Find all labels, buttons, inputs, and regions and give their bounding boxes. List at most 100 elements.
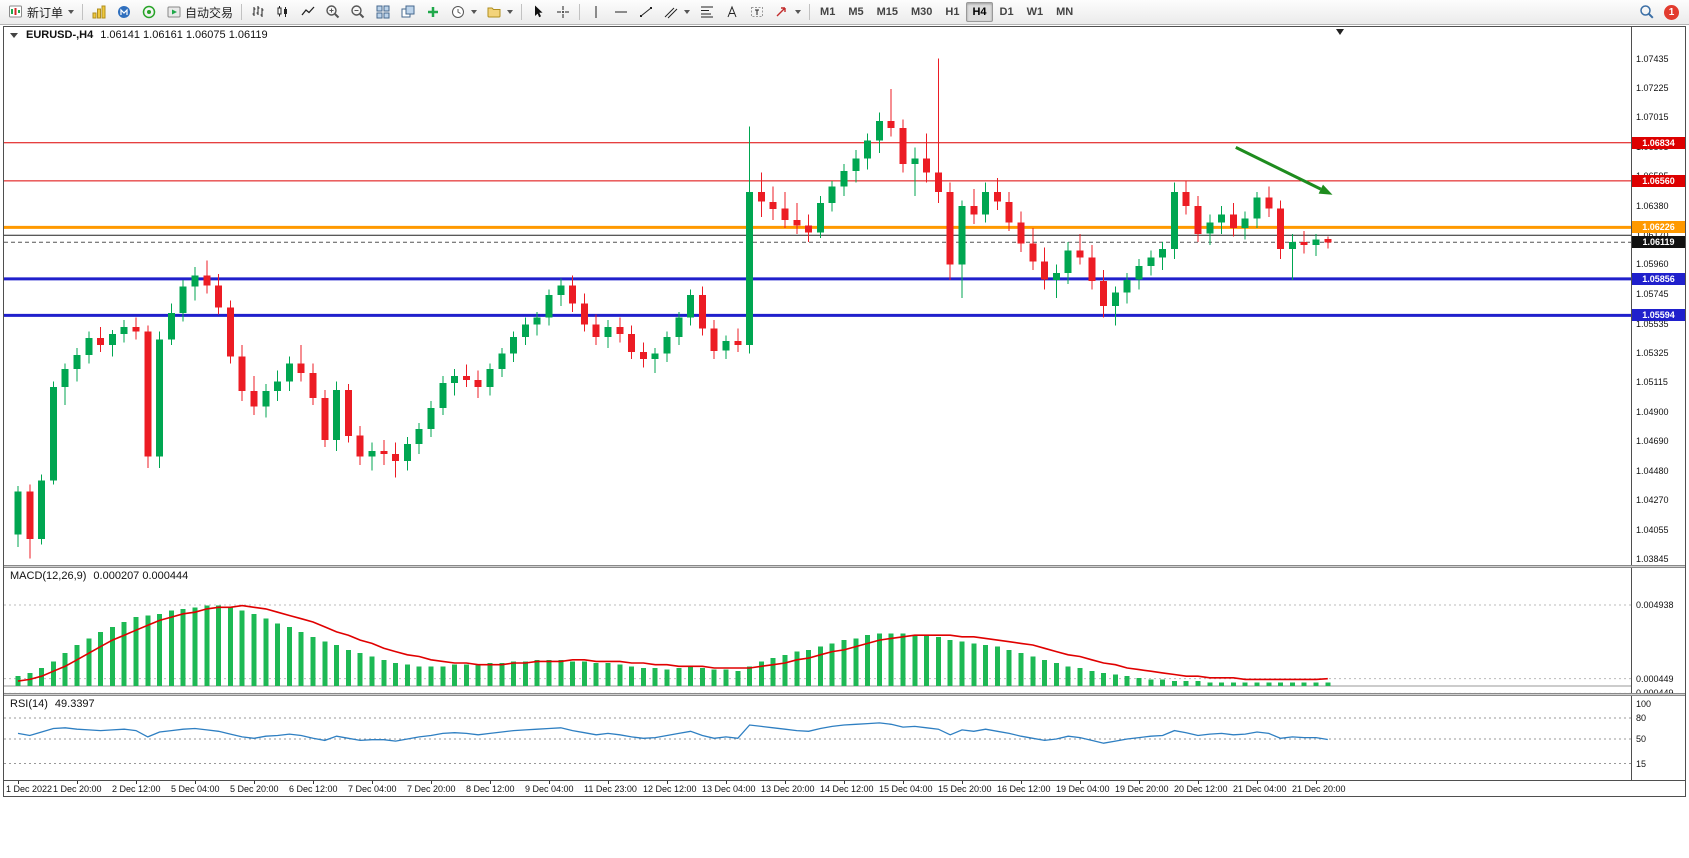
rsi-name-label: RSI(14) bbox=[10, 698, 48, 710]
chart-title: EURUSD-,H4 1.06141 1.06161 1.06075 1.0611… bbox=[10, 29, 268, 41]
price-axis-label: 1.04480 bbox=[1636, 466, 1669, 476]
timeframe-h4[interactable]: H4 bbox=[966, 2, 993, 22]
time-axis-label: 19 Dec 04:00 bbox=[1056, 784, 1110, 794]
cursor-button[interactable] bbox=[526, 1, 550, 23]
periods-button[interactable] bbox=[446, 1, 481, 23]
zoom-out-button[interactable] bbox=[346, 1, 370, 23]
label-button[interactable] bbox=[745, 1, 769, 23]
line-chart-button[interactable] bbox=[296, 1, 320, 23]
time-tick bbox=[1316, 781, 1317, 784]
new-order-button[interactable]: 新订单 bbox=[4, 1, 78, 23]
price-level-badge: 1.06834 bbox=[1632, 137, 1685, 149]
time-tick bbox=[667, 781, 668, 784]
chevron-down-icon bbox=[68, 10, 75, 14]
label-icon bbox=[751, 7, 764, 17]
zoom-out-icon bbox=[351, 5, 365, 19]
macd-indicator-pane[interactable]: MACD(12,26,9) 0.000207 0.000444 bbox=[4, 568, 1631, 693]
text-button[interactable] bbox=[720, 1, 744, 23]
candlestick-chart bbox=[4, 58, 1631, 559]
autotrading-button[interactable]: 自动交易 bbox=[162, 1, 237, 23]
indicators-button[interactable] bbox=[421, 1, 445, 23]
time-tick bbox=[372, 781, 373, 784]
charts-button[interactable] bbox=[87, 1, 111, 23]
toolbar-right-group: 1 bbox=[1635, 1, 1685, 23]
rsi-value-label: 49.3397 bbox=[54, 698, 95, 710]
cascade-windows-icon bbox=[401, 5, 415, 18]
timeframe-mn[interactable]: MN bbox=[1056, 6, 1074, 18]
price-axis-label: 1.07015 bbox=[1636, 112, 1669, 122]
main-chart-pane[interactable]: EURUSD-,H4 1.06141 1.06161 1.06075 1.0611… bbox=[4, 27, 1631, 565]
time-axis-label: 15 Dec 20:00 bbox=[938, 784, 992, 794]
chart-window: EURUSD-,H4 1.06141 1.06161 1.06075 1.0611… bbox=[3, 26, 1686, 797]
trendline-button[interactable] bbox=[634, 1, 658, 23]
search-button[interactable] bbox=[1635, 1, 1659, 23]
time-axis[interactable]: 1 Dec 2022 1 Dec 20:00 2 Dec 12:00 5 Dec 04… bbox=[4, 780, 1685, 796]
arrows-icon bbox=[776, 7, 786, 17]
price-axis-label: 1.05535 bbox=[1636, 319, 1669, 329]
timeframe-w1[interactable]: W1 bbox=[1026, 6, 1044, 18]
price-level-badge: 1.06226 bbox=[1632, 221, 1685, 233]
time-axis-label: 1 Dec 20:00 bbox=[53, 784, 102, 794]
price-axis-label: 1.06170 bbox=[1636, 230, 1669, 240]
price-axis[interactable]: 1.074351.072251.070151.068051.065951.063… bbox=[1631, 27, 1685, 780]
one-click-trading-caret-icon[interactable] bbox=[10, 32, 18, 38]
horizontal-line-button[interactable] bbox=[609, 1, 633, 23]
tile-windows-button[interactable] bbox=[371, 1, 395, 23]
time-axis-label: 7 Dec 20:00 bbox=[407, 784, 456, 794]
arrows-button[interactable] bbox=[770, 1, 805, 23]
mql5-button[interactable] bbox=[112, 1, 136, 23]
time-axis-label: 2 Dec 12:00 bbox=[112, 784, 161, 794]
pane-splitter[interactable] bbox=[4, 693, 1685, 696]
fibonacci-button[interactable] bbox=[695, 1, 719, 23]
time-tick bbox=[962, 781, 963, 784]
timeframe-d1[interactable]: D1 bbox=[999, 6, 1014, 18]
rsi-title: RSI(14) 49.3397 bbox=[10, 698, 95, 710]
timeframe-m30[interactable]: M30 bbox=[911, 6, 933, 18]
pane-splitter[interactable] bbox=[4, 565, 1685, 568]
price-axis-label: 1.04270 bbox=[1636, 495, 1669, 505]
time-axis-label: 5 Dec 04:00 bbox=[171, 784, 220, 794]
chevron-down-icon bbox=[507, 10, 514, 14]
candles bbox=[14, 58, 1332, 559]
chevron-down-icon bbox=[795, 10, 802, 14]
time-tick bbox=[1139, 781, 1140, 784]
time-tick bbox=[490, 781, 491, 784]
bar-chart-button[interactable] bbox=[246, 1, 270, 23]
time-tick bbox=[431, 781, 432, 784]
macd-signal-line bbox=[17, 604, 1328, 682]
time-axis-label: 12 Dec 12:00 bbox=[643, 784, 697, 794]
rsi-indicator-pane[interactable]: RSI(14) 49.3397 bbox=[4, 696, 1631, 780]
price-axis-label: 1.03845 bbox=[1636, 554, 1669, 564]
zoom-in-button[interactable] bbox=[321, 1, 345, 23]
notification-badge[interactable]: 1 bbox=[1664, 4, 1679, 20]
cursor-icon bbox=[535, 5, 543, 18]
signals-button[interactable] bbox=[137, 1, 161, 23]
crosshair-icon bbox=[557, 6, 570, 18]
candlestick-chart-icon bbox=[277, 6, 288, 17]
timeframe-h1[interactable]: H1 bbox=[945, 6, 960, 18]
channel-button[interactable] bbox=[659, 1, 694, 23]
crosshair-button[interactable] bbox=[551, 1, 575, 23]
macd-title: MACD(12,26,9) 0.000207 0.000444 bbox=[10, 570, 188, 582]
chart-shift-marker-icon[interactable] bbox=[1336, 29, 1344, 35]
new-order-label: 新订单 bbox=[27, 5, 64, 20]
time-axis-label: 5 Dec 20:00 bbox=[230, 784, 279, 794]
timeframe-m5[interactable]: M5 bbox=[848, 6, 864, 18]
timeframe-m1[interactable]: M1 bbox=[820, 6, 836, 18]
candlestick-chart-button[interactable] bbox=[271, 1, 295, 23]
timeframe-m15[interactable]: M15 bbox=[876, 6, 898, 18]
time-tick bbox=[844, 781, 845, 784]
line-chart-icon bbox=[301, 6, 315, 16]
vertical-line-button[interactable] bbox=[584, 1, 608, 23]
templates-button[interactable] bbox=[482, 1, 517, 23]
time-axis-label: 9 Dec 04:00 bbox=[525, 784, 574, 794]
cascade-windows-button[interactable] bbox=[396, 1, 420, 23]
price-axis-label: 1.05325 bbox=[1636, 348, 1669, 358]
trend-arrow-annotation[interactable] bbox=[1235, 146, 1333, 195]
time-axis-label: 21 Dec 20:00 bbox=[1292, 784, 1346, 794]
time-tick bbox=[608, 781, 609, 784]
macd-axis-label: 0.000449 bbox=[1636, 674, 1674, 684]
macd-name-label: MACD(12,26,9) bbox=[10, 570, 87, 582]
price-axis-label: 1.05745 bbox=[1636, 289, 1669, 299]
rsi-line bbox=[17, 722, 1328, 744]
